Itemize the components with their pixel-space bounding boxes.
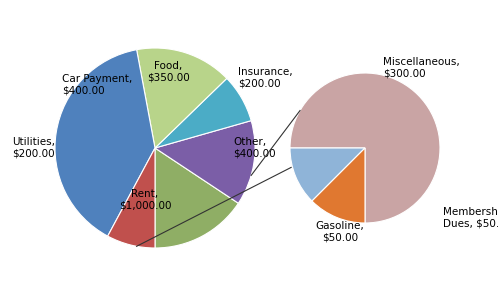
Wedge shape [290, 73, 440, 223]
Text: Miscellaneous,
$300.00: Miscellaneous, $300.00 [383, 57, 460, 79]
Wedge shape [55, 50, 155, 236]
Text: Insurance,
$200.00: Insurance, $200.00 [238, 67, 293, 89]
Text: Car Payment,
$400.00: Car Payment, $400.00 [62, 74, 132, 96]
Text: Food,
$350.00: Food, $350.00 [146, 61, 189, 83]
Wedge shape [108, 148, 155, 248]
Text: Membership
Dues, $50.00: Membership Dues, $50.00 [443, 207, 498, 229]
Text: Other,
$400.00: Other, $400.00 [233, 137, 275, 159]
Text: Utilities,
$200.00: Utilities, $200.00 [12, 137, 55, 159]
Text: Rent,
$1,000.00: Rent, $1,000.00 [119, 189, 171, 211]
Wedge shape [290, 148, 365, 201]
Wedge shape [136, 48, 227, 148]
Text: Gasoline,
$50.00: Gasoline, $50.00 [316, 221, 365, 243]
Wedge shape [312, 148, 365, 223]
Wedge shape [155, 148, 239, 248]
Wedge shape [155, 78, 251, 148]
Wedge shape [155, 121, 255, 203]
